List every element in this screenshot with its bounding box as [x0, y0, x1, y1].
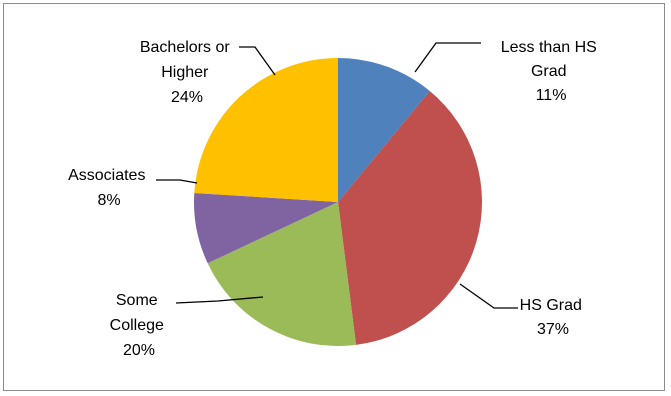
label-hs-grad-pct: 37%: [537, 321, 569, 338]
label-less-than-hs-grad: Less than HS Grad 11%: [501, 39, 602, 104]
label-associates-line1: Associates: [68, 167, 145, 184]
label-less-than-hs-grad-line2: Grad: [531, 63, 567, 80]
label-bachelors-line1: Bachelors or: [140, 39, 230, 56]
label-bachelors-pct: 24%: [171, 89, 203, 106]
pie-slice-associates: [193, 192, 338, 264]
leader-lines: [156, 42, 518, 309]
leader-line-associates: [156, 179, 198, 184]
label-associates-pct: 8%: [97, 192, 120, 209]
label-hs-grad: HS Grad 37%: [520, 297, 587, 338]
label-hs-grad-line1: HS Grad: [520, 297, 582, 314]
pie-slice-some-college: [207, 202, 357, 346]
leader-line-hs-grad: [459, 283, 518, 309]
leader-line-some-college: [175, 296, 264, 304]
label-some-college: Some College 20%: [110, 292, 169, 359]
label-some-college-line1: Some: [116, 292, 158, 309]
label-some-college-line2: College: [110, 317, 164, 334]
pie-slice-hs-grad: [338, 91, 482, 345]
label-some-college-pct: 20%: [123, 342, 155, 359]
leader-line-less-than-hs-grad: [414, 42, 481, 73]
label-bachelors-or-higher: Bachelors or Higher 24%: [140, 39, 234, 106]
label-less-than-hs-grad-pct: 11%: [536, 87, 567, 104]
pie-slices: [193, 57, 482, 346]
label-bachelors-line2: Higher: [161, 64, 209, 81]
leader-line-bachelors-or-higher: [239, 46, 276, 76]
label-associates: Associates 8%: [68, 167, 150, 209]
pie-slice-less-than-hs-grad: [338, 58, 430, 202]
label-less-than-hs-grad-line1: Less than HS: [501, 39, 597, 56]
pie-slice-bachelors-or-higher: [194, 57, 338, 203]
